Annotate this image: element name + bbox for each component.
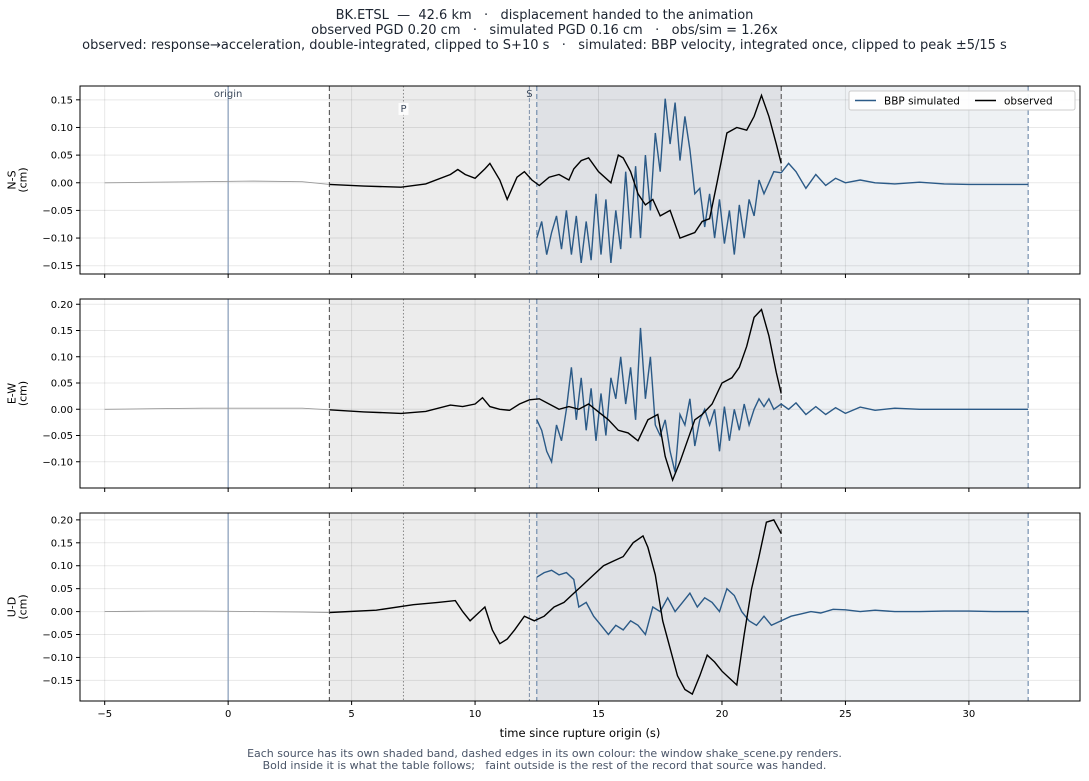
observed-trace-faint bbox=[104, 407, 330, 411]
y-tick-label: 0.10 bbox=[51, 123, 73, 134]
observed-trace bbox=[329, 308, 782, 483]
x-tick-label: −5 bbox=[97, 709, 112, 720]
window-overlap-band bbox=[536, 86, 782, 274]
y-tick-label: 0.05 bbox=[51, 151, 73, 162]
y-axis-label: N-S(cm) bbox=[6, 167, 30, 192]
observed-trace bbox=[329, 519, 782, 696]
x-tick-label: 15 bbox=[592, 709, 605, 720]
origin-label: origin bbox=[214, 89, 242, 100]
x-axis-label: time since rupture origin (s) bbox=[500, 726, 661, 740]
y-tick-label: 0.05 bbox=[51, 584, 73, 595]
y-tick-label: −0.15 bbox=[42, 261, 73, 272]
observed-trace-faint bbox=[104, 610, 330, 613]
y-tick-label: 0.15 bbox=[51, 326, 73, 337]
panel-0: −0.15 −0.10 −0.05 0.00 0.05 0.10 0.15 N-S(cm) or… bbox=[6, 85, 1081, 278]
y-tick-label: 0.05 bbox=[51, 379, 73, 390]
window-overlap-band bbox=[536, 299, 782, 488]
simulated-trace bbox=[536, 98, 1029, 263]
footer-note-line-1: Each source has its own shaded band, das… bbox=[247, 747, 842, 760]
y-tick-label: −0.15 bbox=[42, 676, 73, 687]
chart-title-line-1: BK.ETSL — 42.6 km · displacement handed … bbox=[335, 8, 754, 23]
traces bbox=[104, 93, 1029, 263]
observed-trace bbox=[329, 93, 782, 240]
axes-frame bbox=[79, 298, 1081, 489]
simulated-trace bbox=[536, 569, 1029, 637]
y-axis-label: U-D(cm) bbox=[6, 594, 30, 619]
y-tick-label: −0.05 bbox=[42, 630, 73, 641]
y-tick-label: 0.15 bbox=[51, 95, 73, 106]
window-overlap-band bbox=[536, 513, 782, 701]
simulated-trace bbox=[536, 327, 1029, 473]
x-tick-label: 20 bbox=[716, 709, 729, 720]
y-tick-label: 0.00 bbox=[51, 405, 73, 416]
panel-2: −0.15 −0.10 −0.05 0.00 0.05 0.10 0.15 0.20 U-D(c… bbox=[6, 512, 1081, 740]
y-tick-label: 0.20 bbox=[51, 515, 73, 526]
y-tick-label: −0.10 bbox=[42, 653, 73, 664]
s-label: S bbox=[526, 89, 532, 100]
y-tick-label: 0.20 bbox=[51, 300, 73, 311]
footer-note-line-2: Bold inside it is what the table follows… bbox=[262, 759, 827, 772]
p-label-bg bbox=[398, 103, 409, 115]
x-tick-label: 30 bbox=[963, 709, 976, 720]
y-tick-label: −0.05 bbox=[42, 431, 73, 442]
y-tick-label: −0.10 bbox=[42, 234, 73, 245]
y-tick-label: 0.00 bbox=[51, 607, 73, 618]
y-tick-label: 0.15 bbox=[51, 538, 73, 549]
traces bbox=[104, 519, 1029, 696]
legend-box bbox=[848, 90, 1076, 111]
y-tick-label: −0.05 bbox=[42, 206, 73, 217]
y-tick-label: 0.10 bbox=[51, 561, 73, 572]
x-tick-label: 0 bbox=[225, 709, 231, 720]
y-axis-label: E-W(cm) bbox=[6, 381, 30, 406]
axes-frame bbox=[79, 512, 1081, 702]
x-tick-label: 25 bbox=[839, 709, 852, 720]
x-tick-label: 5 bbox=[348, 709, 354, 720]
legend-label-observed: observed bbox=[1004, 96, 1053, 108]
y-tick-label: 0.00 bbox=[51, 178, 73, 189]
traces bbox=[104, 308, 1029, 483]
chart-title-line-2: observed PGD 0.20 cm · simulated PGD 0.1… bbox=[311, 23, 778, 38]
y-tick-label: 0.10 bbox=[51, 352, 73, 363]
x-tick-label: 10 bbox=[469, 709, 482, 720]
legend-label-simulated: BBP simulated bbox=[884, 96, 960, 108]
y-tick-label: −0.10 bbox=[42, 457, 73, 468]
panel-1: −0.10 −0.05 0.00 0.05 0.10 0.15 0.20 E-W(cm) bbox=[6, 298, 1081, 492]
observed-trace-faint bbox=[104, 180, 330, 185]
chart-title-line-3: observed: response→acceleration, double-… bbox=[82, 38, 1007, 53]
axes-frame bbox=[79, 85, 1081, 275]
p-label: P bbox=[400, 104, 406, 115]
